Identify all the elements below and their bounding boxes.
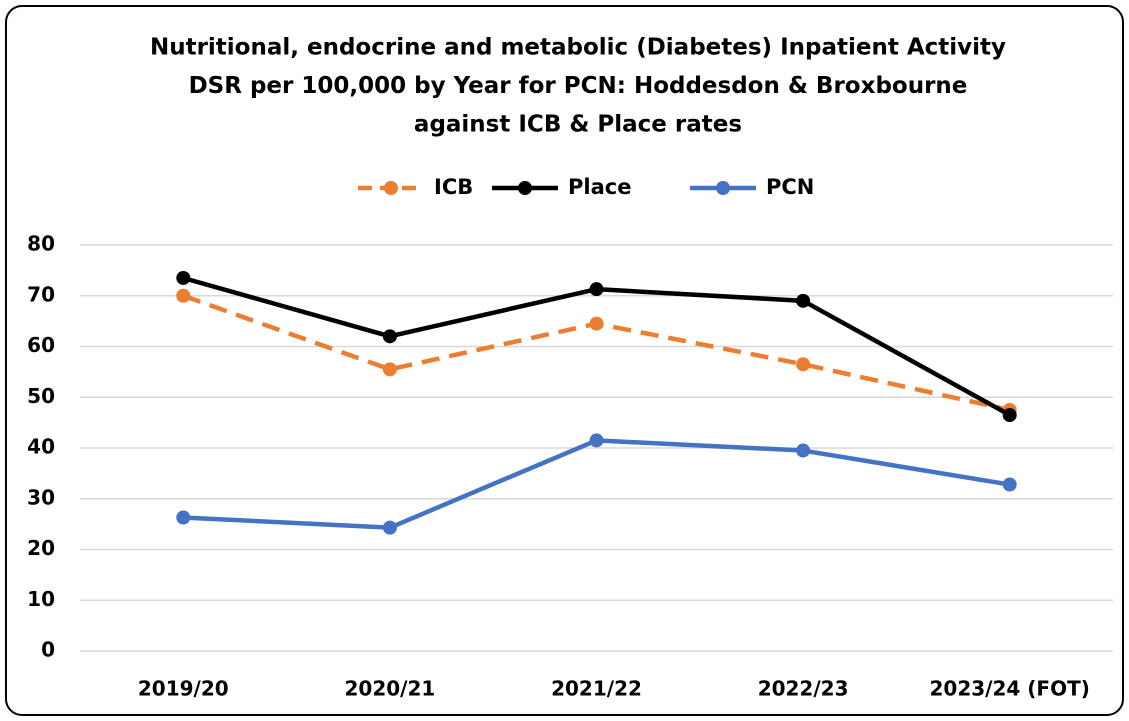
y-tick-label: 70 — [27, 282, 55, 306]
data-point — [1002, 408, 1017, 423]
y-tick-label: 30 — [27, 485, 55, 509]
chart-title: Nutritional, endocrine and metabolic (Di… — [150, 35, 1006, 61]
legend-label: PCN — [766, 175, 814, 199]
data-point — [796, 357, 811, 372]
data-point — [176, 288, 191, 303]
y-tick-label: 60 — [27, 333, 55, 357]
data-point — [382, 520, 397, 535]
y-tick-label: 40 — [27, 435, 55, 459]
chart-frame — [5, 5, 1124, 716]
y-tick-label: 0 — [41, 638, 55, 662]
data-point — [796, 443, 811, 458]
y-tick-label: 50 — [27, 384, 55, 408]
data-point — [589, 316, 604, 331]
data-point — [1002, 477, 1017, 492]
legend-label: ICB — [434, 175, 473, 199]
x-tick-label: 2020/21 — [344, 677, 435, 701]
x-tick-label: 2019/20 — [138, 677, 229, 701]
data-point — [382, 329, 397, 344]
data-point — [382, 362, 397, 377]
y-tick-label: 10 — [27, 587, 55, 611]
chart-title: DSR per 100,000 by Year for PCN: Hoddesd… — [189, 73, 968, 99]
data-point — [176, 510, 191, 525]
y-tick-label: 80 — [27, 232, 55, 256]
data-point — [176, 270, 191, 285]
legend-label: Place — [568, 175, 631, 199]
y-tick-label: 20 — [27, 536, 55, 560]
data-point — [589, 282, 604, 297]
x-tick-label: 2022/23 — [758, 677, 849, 701]
data-point — [796, 293, 811, 308]
data-point — [589, 433, 604, 448]
legend-marker — [384, 181, 398, 195]
legend-marker — [716, 181, 730, 195]
chart-title: against ICB & Place rates — [414, 112, 742, 138]
legend-marker — [518, 181, 532, 195]
x-tick-label: 2023/24 (FOT) — [930, 677, 1090, 701]
x-tick-label: 2021/22 — [551, 677, 642, 701]
